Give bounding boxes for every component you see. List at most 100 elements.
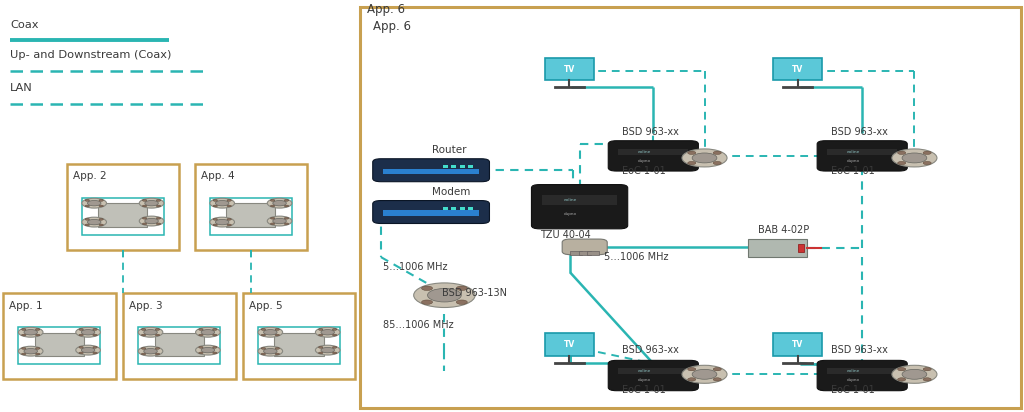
Circle shape <box>898 151 906 154</box>
FancyBboxPatch shape <box>98 204 147 227</box>
Circle shape <box>227 199 231 201</box>
Circle shape <box>99 199 103 201</box>
Text: 5…1006 MHz: 5…1006 MHz <box>604 253 669 262</box>
Circle shape <box>333 329 337 330</box>
Circle shape <box>898 378 906 381</box>
Circle shape <box>321 347 335 353</box>
Circle shape <box>422 286 432 290</box>
Circle shape <box>422 300 432 304</box>
Circle shape <box>79 352 83 354</box>
FancyBboxPatch shape <box>67 164 179 250</box>
Circle shape <box>93 346 97 348</box>
Circle shape <box>36 347 40 349</box>
Circle shape <box>87 220 101 225</box>
FancyBboxPatch shape <box>798 244 804 252</box>
Circle shape <box>688 162 696 165</box>
Circle shape <box>141 353 145 355</box>
Circle shape <box>215 220 229 225</box>
Circle shape <box>333 352 337 354</box>
Circle shape <box>213 334 217 336</box>
Circle shape <box>902 153 927 163</box>
Circle shape <box>36 334 40 336</box>
Circle shape <box>142 205 146 207</box>
Circle shape <box>923 368 931 371</box>
Text: EoC 1-01: EoC 1-01 <box>831 385 876 395</box>
FancyBboxPatch shape <box>452 165 457 168</box>
Circle shape <box>156 334 160 336</box>
FancyBboxPatch shape <box>195 164 307 250</box>
Text: BAB 4-02P: BAB 4-02P <box>758 225 809 235</box>
Circle shape <box>923 151 931 154</box>
FancyBboxPatch shape <box>817 360 907 391</box>
Circle shape <box>79 334 83 336</box>
Circle shape <box>22 329 26 330</box>
Text: App. 5: App. 5 <box>249 300 283 311</box>
Circle shape <box>258 328 283 337</box>
Text: 5…1006 MHz: 5…1006 MHz <box>383 262 447 272</box>
Circle shape <box>261 329 265 330</box>
Circle shape <box>99 224 103 226</box>
FancyBboxPatch shape <box>748 239 807 257</box>
Circle shape <box>215 201 229 206</box>
FancyBboxPatch shape <box>542 195 617 205</box>
Circle shape <box>157 218 161 219</box>
Circle shape <box>93 334 97 336</box>
Text: App. 3: App. 3 <box>129 300 163 311</box>
Circle shape <box>272 201 287 206</box>
Circle shape <box>22 353 26 355</box>
Circle shape <box>199 334 203 336</box>
Circle shape <box>76 328 100 337</box>
Circle shape <box>898 162 906 165</box>
Circle shape <box>210 217 234 227</box>
Circle shape <box>227 218 231 220</box>
Circle shape <box>213 346 217 348</box>
Circle shape <box>142 218 146 219</box>
Circle shape <box>285 223 289 225</box>
FancyBboxPatch shape <box>468 165 473 168</box>
Circle shape <box>318 346 323 348</box>
Circle shape <box>457 286 467 290</box>
Text: App. 1: App. 1 <box>9 300 43 311</box>
Text: BSD 963-xx: BSD 963-xx <box>831 345 889 356</box>
Circle shape <box>142 223 146 225</box>
Circle shape <box>157 223 161 225</box>
Circle shape <box>201 347 215 353</box>
Text: BSD 963-13N: BSD 963-13N <box>442 288 507 298</box>
Circle shape <box>81 330 95 335</box>
Circle shape <box>892 365 937 383</box>
Circle shape <box>81 347 95 353</box>
Circle shape <box>141 334 145 336</box>
Circle shape <box>713 378 721 381</box>
Circle shape <box>688 151 696 154</box>
FancyBboxPatch shape <box>460 165 465 168</box>
FancyBboxPatch shape <box>827 368 897 375</box>
FancyBboxPatch shape <box>35 332 84 356</box>
Circle shape <box>923 162 931 165</box>
Circle shape <box>692 153 717 163</box>
Text: EoC 1-01: EoC 1-01 <box>831 166 876 176</box>
Circle shape <box>285 199 289 201</box>
Circle shape <box>270 218 274 219</box>
Circle shape <box>227 205 231 207</box>
Circle shape <box>275 334 280 336</box>
Circle shape <box>143 330 158 335</box>
Circle shape <box>156 353 160 355</box>
FancyBboxPatch shape <box>460 207 465 210</box>
Circle shape <box>85 199 89 201</box>
FancyBboxPatch shape <box>773 58 822 80</box>
Text: TZU 40-04: TZU 40-04 <box>540 230 591 240</box>
Circle shape <box>213 329 217 330</box>
FancyBboxPatch shape <box>360 7 1021 408</box>
FancyBboxPatch shape <box>383 211 479 215</box>
Text: Modem: Modem <box>432 187 470 197</box>
Circle shape <box>213 352 217 354</box>
Circle shape <box>143 349 158 354</box>
Circle shape <box>923 378 931 381</box>
Text: BSD 963-xx: BSD 963-xx <box>622 126 679 137</box>
Circle shape <box>24 349 38 354</box>
Text: App. 2: App. 2 <box>73 171 106 181</box>
Circle shape <box>144 201 159 206</box>
Circle shape <box>892 149 937 167</box>
Text: LAN: LAN <box>10 83 33 93</box>
Circle shape <box>261 334 265 336</box>
